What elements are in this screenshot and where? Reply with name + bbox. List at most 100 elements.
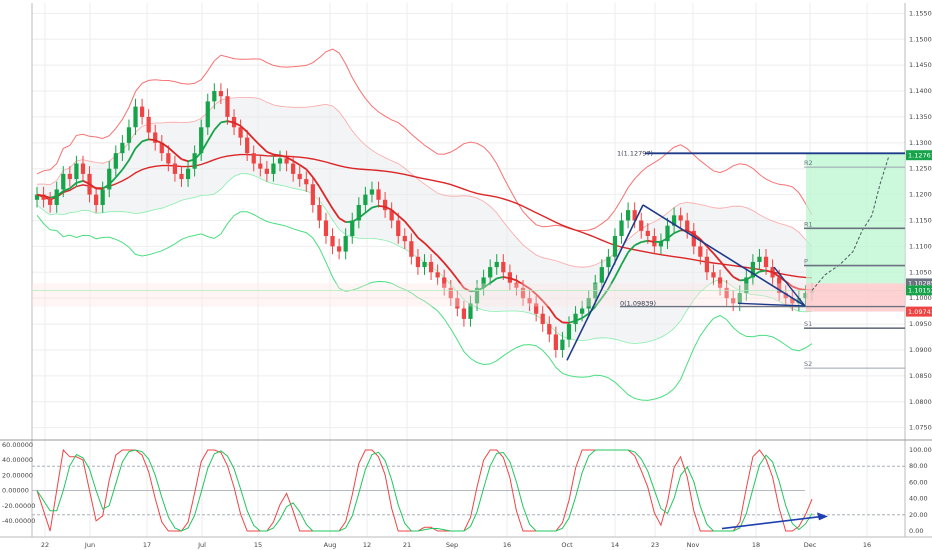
x-tick-label: Oct (561, 541, 573, 549)
ema-segment (36, 193, 44, 197)
candle-body (297, 173, 302, 180)
fib-1-label: 1(1.12797) (617, 149, 653, 157)
y-tick-label: 1.09000 (909, 346, 932, 354)
ema-segment (515, 279, 524, 286)
candle-body (120, 142, 125, 154)
ema-segment (141, 138, 149, 143)
ema-segment (331, 208, 340, 219)
candle-body (205, 101, 210, 128)
price-tag-box (906, 285, 932, 296)
osc-left-tick: 60.00000 (2, 441, 33, 449)
candle-body (363, 194, 368, 205)
candle-body (461, 308, 467, 319)
ema-segment (69, 182, 77, 190)
ema-segment (82, 180, 90, 185)
osc-stoch-k-line (36, 448, 813, 532)
ema-segment (325, 197, 334, 210)
candle-body (396, 220, 401, 237)
ema-segment (581, 312, 590, 319)
candle-body (474, 287, 480, 304)
candle-body (192, 153, 197, 169)
ema-segment (246, 131, 255, 140)
ema-segment (227, 120, 235, 124)
ema-segment (128, 147, 137, 161)
candle-body (107, 168, 112, 190)
ema-segment (660, 237, 668, 243)
ema-segment (253, 138, 261, 147)
candle-body (612, 236, 618, 257)
ema-segment (417, 236, 426, 244)
candle-body (415, 256, 421, 268)
ema-segment (286, 156, 294, 162)
candle-body (153, 132, 158, 143)
y-tick-label: 1.11500 (909, 217, 932, 225)
candle-body (369, 189, 375, 195)
candle-body (790, 298, 795, 304)
osc-left-tick: 20.00000 (2, 471, 33, 479)
price-tag-label: 1.10285 (908, 280, 932, 288)
ema-segment (200, 140, 209, 153)
y-tick-label: 1.10000 (909, 294, 932, 302)
candle-body (330, 236, 335, 247)
bollinger-lower-line (36, 211, 813, 401)
candle-body (245, 137, 250, 154)
ema-segment (404, 220, 413, 230)
ema-segment (739, 278, 747, 282)
ema-segment (719, 260, 728, 270)
x-tick-label: Dec (804, 541, 817, 549)
x-tick-label: Aug (324, 541, 337, 549)
y-tick-label: 1.08000 (909, 398, 932, 406)
candle-body (481, 277, 486, 288)
ema-segment (463, 287, 471, 293)
ema-segment (76, 180, 84, 184)
ema-segment (686, 229, 695, 235)
ema-segment (62, 187, 71, 192)
x-tick-label: 21 (403, 541, 411, 549)
candle-body (34, 194, 40, 200)
y-tick-label: 1.14500 (909, 61, 932, 69)
x-tick-label: 23 (651, 541, 659, 549)
ema-segment (102, 183, 110, 190)
candle-body (185, 168, 191, 180)
stop-zone-extension (32, 283, 806, 307)
trend-line-wedge-top (773, 266, 806, 307)
ema-segment (673, 229, 681, 234)
ema-segment (167, 146, 176, 155)
candle-body (41, 194, 46, 200)
candle-body (304, 179, 309, 185)
pivot-label: R2 (804, 159, 813, 167)
ema-segment (115, 169, 124, 178)
osc-right-tick: 40.00 (909, 495, 928, 503)
candle-body (146, 116, 151, 133)
ema-segment (49, 195, 57, 199)
candle-body (422, 261, 427, 268)
y-tick-label: 1.14000 (909, 87, 932, 95)
ema-segment (56, 190, 64, 197)
candle-body (737, 293, 742, 304)
ema-segment (555, 316, 563, 324)
osc-left-tick: 0.00000 (2, 487, 29, 495)
candle-body (100, 189, 105, 205)
ema-segment (148, 138, 156, 142)
ema-segment (594, 297, 603, 308)
candle-body (376, 189, 381, 200)
candle-body (540, 313, 545, 325)
divergence-arrow-head (817, 512, 828, 521)
ema-segment (443, 262, 452, 272)
candle-body (218, 91, 224, 97)
candle-body (172, 163, 178, 174)
candle-body (409, 241, 414, 257)
candle-body (80, 163, 86, 174)
ema-segment (273, 153, 281, 157)
osc-left-tick: -40.00000 (2, 517, 35, 525)
ema-segment (765, 269, 773, 273)
ema-segment (378, 204, 386, 208)
x-tick-label: 16 (503, 541, 511, 549)
candle-body (271, 163, 276, 174)
candle-body (625, 210, 631, 221)
y-tick-label: 1.15500 (909, 9, 932, 17)
ema-segment (384, 206, 393, 211)
candle-body (560, 339, 565, 350)
candle-body (139, 106, 145, 117)
